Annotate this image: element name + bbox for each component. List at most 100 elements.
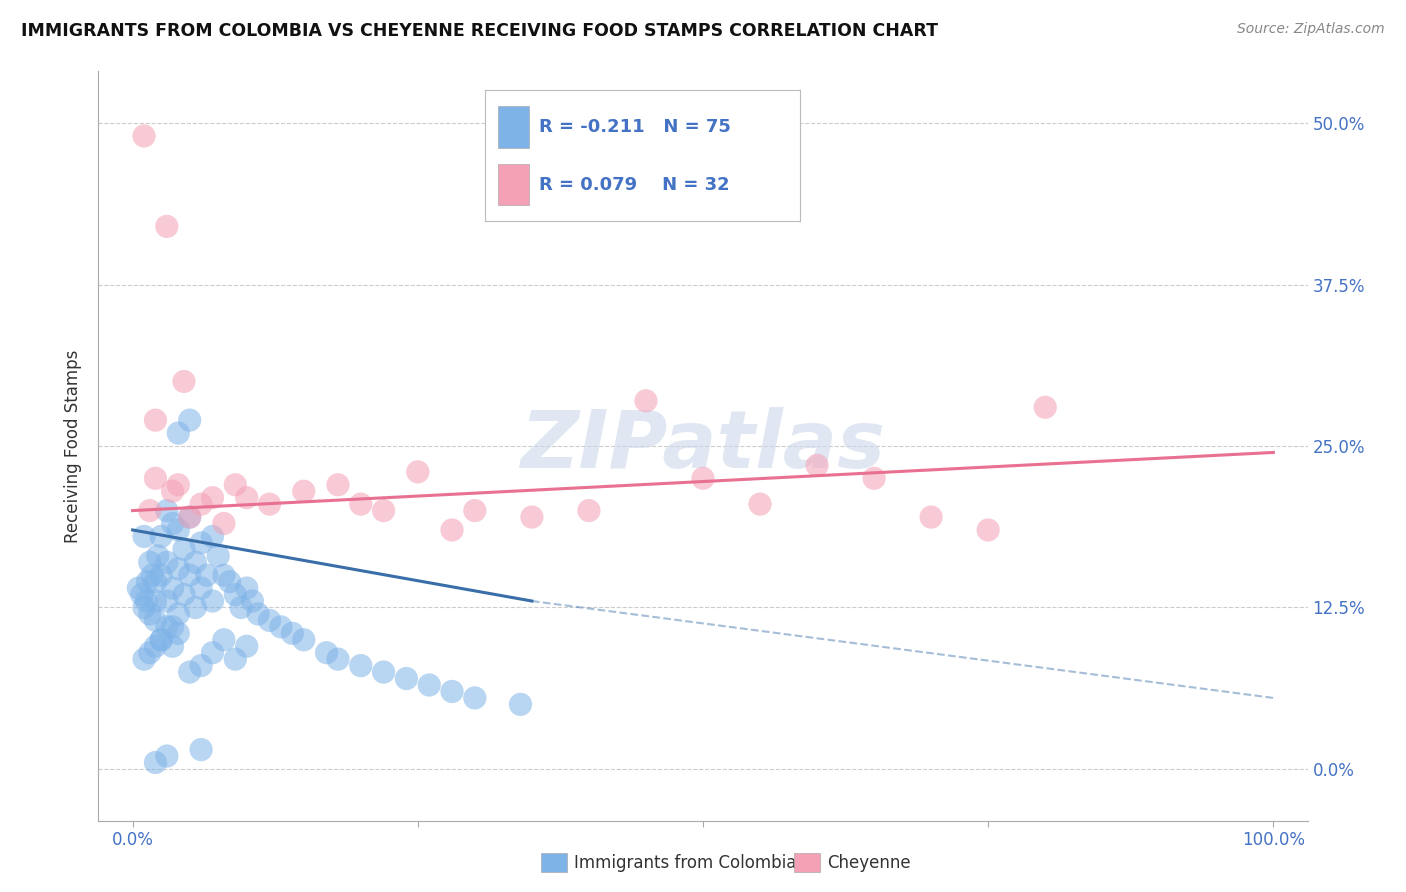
Point — [350, 497, 373, 511]
Point — [184, 555, 207, 569]
Point — [1033, 401, 1056, 415]
Point — [201, 491, 224, 505]
Point — [156, 503, 179, 517]
Text: Source: ZipAtlas.com: Source: ZipAtlas.com — [1237, 22, 1385, 37]
Point — [281, 626, 304, 640]
Point — [863, 471, 886, 485]
Y-axis label: Receiving Food Stamps: Receiving Food Stamps — [65, 350, 83, 542]
Point — [247, 607, 270, 621]
Text: ZIPatlas: ZIPatlas — [520, 407, 886, 485]
Point — [441, 684, 464, 698]
Point — [235, 491, 257, 505]
Point — [224, 588, 246, 602]
Point — [692, 471, 714, 485]
Point — [156, 555, 179, 569]
Point — [207, 549, 229, 563]
Point — [132, 652, 155, 666]
Point — [173, 375, 195, 389]
Point — [509, 698, 531, 712]
Point — [920, 510, 942, 524]
Point — [634, 393, 657, 408]
Text: Cheyenne: Cheyenne — [827, 854, 910, 871]
Point — [156, 749, 179, 764]
Point — [139, 646, 162, 660]
Point — [167, 562, 190, 576]
Point — [464, 690, 486, 705]
Point — [977, 523, 1000, 537]
Point — [179, 413, 201, 427]
Point — [441, 523, 464, 537]
Point — [139, 607, 162, 621]
Point — [259, 614, 281, 628]
Point — [162, 620, 184, 634]
Point — [292, 484, 315, 499]
Point — [292, 632, 315, 647]
Point — [315, 646, 337, 660]
Point — [135, 594, 157, 608]
Point — [146, 549, 169, 563]
Point — [326, 652, 349, 666]
Point — [235, 581, 257, 595]
Point — [806, 458, 828, 473]
Point — [150, 632, 173, 647]
Point — [578, 503, 600, 517]
Point — [173, 542, 195, 557]
Point — [173, 588, 195, 602]
Point — [201, 594, 224, 608]
Point — [132, 529, 155, 543]
Point — [224, 652, 246, 666]
Point — [167, 523, 190, 537]
Text: IMMIGRANTS FROM COLOMBIA VS CHEYENNE RECEIVING FOOD STAMPS CORRELATION CHART: IMMIGRANTS FROM COLOMBIA VS CHEYENNE REC… — [21, 22, 938, 40]
Point — [145, 471, 167, 485]
Point — [464, 503, 486, 517]
Point — [190, 658, 212, 673]
Point — [749, 497, 772, 511]
Point — [150, 632, 173, 647]
Point — [242, 594, 264, 608]
Point — [139, 555, 162, 569]
Point — [190, 742, 212, 756]
Point — [326, 477, 349, 491]
Point — [156, 620, 179, 634]
Point — [229, 600, 252, 615]
Point — [212, 632, 235, 647]
Point — [156, 219, 179, 234]
Point — [145, 574, 167, 589]
Point — [520, 510, 543, 524]
Point — [145, 639, 167, 653]
Point — [150, 568, 173, 582]
Point — [179, 510, 201, 524]
Point — [212, 516, 235, 531]
Point — [190, 536, 212, 550]
Point — [162, 516, 184, 531]
Point — [150, 529, 173, 543]
Point — [145, 413, 167, 427]
Point — [259, 497, 281, 511]
Point — [167, 607, 190, 621]
Point — [350, 658, 373, 673]
Point — [132, 128, 155, 143]
Point — [167, 426, 190, 441]
Point — [201, 529, 224, 543]
Point — [212, 568, 235, 582]
Point — [132, 600, 155, 615]
Point — [418, 678, 440, 692]
Point — [235, 639, 257, 653]
Point — [162, 639, 184, 653]
Point — [127, 581, 149, 595]
Point — [131, 588, 153, 602]
Text: Immigrants from Colombia: Immigrants from Colombia — [574, 854, 796, 871]
Point — [373, 503, 395, 517]
Point — [395, 672, 418, 686]
Point — [224, 477, 246, 491]
Point — [145, 614, 167, 628]
Point — [167, 626, 190, 640]
Point — [141, 568, 163, 582]
Point — [201, 646, 224, 660]
Point — [373, 665, 395, 679]
Point — [145, 594, 167, 608]
Point — [136, 574, 159, 589]
Point — [145, 756, 167, 770]
Point — [156, 594, 179, 608]
Point — [162, 484, 184, 499]
